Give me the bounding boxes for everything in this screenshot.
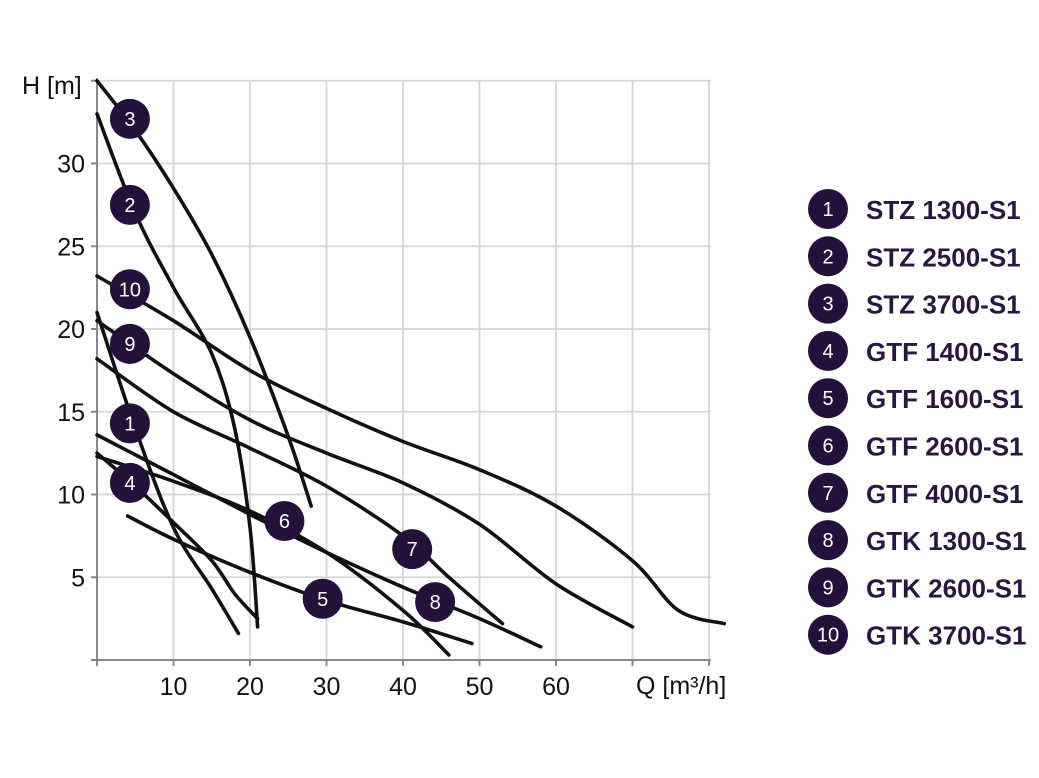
legend-marker [808, 520, 848, 561]
marker-label: 8 [430, 592, 441, 614]
marker-circle [264, 500, 305, 541]
legend-item-3: 3 STZ 3700-S1 [808, 283, 1021, 324]
x-tick-label: 10 [160, 673, 188, 701]
legend-marker [808, 567, 848, 608]
marker-circle [109, 269, 150, 310]
legend-marker [808, 472, 848, 513]
marker-label: 7 [407, 539, 418, 561]
legend-item-6: 6 GTF 2600-S1 [808, 425, 1024, 466]
legend-item-7: 7 GTF 4000-S1 [808, 472, 1024, 513]
curve-marker-3: 3 [109, 98, 150, 139]
x-tick-label: 40 [389, 673, 417, 701]
x-tick-label: 60 [542, 673, 570, 701]
legend-label: GTK 3700-S1 [866, 621, 1026, 651]
y-tick-label: 5 [71, 564, 85, 592]
x-axis-label: Q [m³/h] [636, 672, 726, 700]
marker-circle [109, 98, 150, 139]
curve-9 [95, 318, 635, 629]
y-tick-label: 10 [57, 482, 85, 510]
curve-marker-8: 8 [415, 582, 456, 623]
legend-marker-label: 1 [822, 199, 833, 221]
legend-marker [808, 283, 848, 324]
performance-curves [95, 79, 727, 657]
legend-item-1: 1 STZ 1300-S1 [808, 189, 1021, 229]
grid [97, 79, 711, 660]
curve-5 [125, 514, 474, 646]
legend-item-4: 4 GTF 1400-S1 [808, 330, 1024, 371]
curve-7 [95, 357, 505, 626]
legend-item-2: 2 STZ 2500-S1 [808, 236, 1021, 277]
marker-label: 4 [124, 473, 135, 495]
curve-10 [95, 274, 727, 626]
legend-marker-label: 9 [822, 577, 833, 599]
curve-marker-2: 2 [109, 184, 150, 225]
legend-marker [808, 378, 848, 419]
x-tick-label: 30 [313, 673, 341, 701]
curve-marker-6: 6 [264, 500, 305, 541]
curve-marker-4: 4 [109, 462, 150, 503]
marker-label: 9 [124, 334, 135, 356]
marker-circle [109, 462, 150, 503]
legend-marker [808, 614, 848, 655]
curve-marker-7: 7 [392, 529, 433, 570]
marker-circle [415, 582, 456, 623]
curve-markers: 1 2 3 4 5 6 7 8 9 10 [109, 98, 456, 623]
marker-circle [109, 184, 150, 225]
legend-marker-label: 6 [822, 436, 833, 458]
legend-label: GTF 1600-S1 [866, 384, 1024, 414]
legend-marker-label: 4 [822, 341, 833, 363]
marker-label: 1 [124, 413, 135, 435]
legend-marker [808, 236, 848, 277]
marker-label: 2 [124, 195, 135, 217]
curve-8 [95, 433, 543, 649]
x-tick-label: 50 [466, 673, 494, 701]
axes [91, 78, 711, 666]
x-tick-label: 20 [236, 673, 264, 701]
marker-label: 5 [317, 589, 328, 611]
legend-label: GTF 4000-S1 [866, 479, 1024, 509]
y-tick-label: 30 [57, 151, 85, 179]
legend-marker [808, 425, 848, 466]
legend-marker-label: 7 [822, 483, 833, 505]
legend-label: STZ 1300-S1 [866, 195, 1021, 225]
marker-circle [109, 323, 150, 364]
marker-label: 3 [124, 109, 135, 131]
legend: 1 STZ 1300-S1 2 STZ 2500-S1 3 STZ 3700-S1 4 GTF… [808, 189, 1026, 655]
legend-marker-label: 3 [822, 294, 833, 316]
legend-item-10: 10 GTK 3700-S1 [808, 614, 1026, 655]
marker-label: 6 [279, 511, 290, 533]
legend-label: GTF 2600-S1 [866, 432, 1024, 462]
legend-marker-label: 5 [822, 388, 833, 410]
legend-label: STZ 3700-S1 [866, 290, 1021, 320]
marker-circle [392, 529, 433, 570]
marker-label: 10 [119, 279, 141, 301]
y-axis-label: H [m] [22, 72, 82, 100]
legend-label: GTK 2600-S1 [866, 573, 1026, 603]
legend-label: GTK 1300-S1 [866, 526, 1026, 556]
legend-marker-label: 2 [822, 246, 833, 268]
legend-label: STZ 2500-S1 [866, 242, 1021, 272]
marker-circle [109, 403, 150, 444]
legend-label: GTF 1400-S1 [866, 337, 1024, 367]
y-tick-label: 25 [57, 233, 85, 261]
curve-marker-10: 10 [109, 269, 150, 310]
legend-item-8: 8 GTK 1300-S1 [808, 520, 1026, 561]
legend-marker-label: 10 [817, 625, 839, 647]
y-tick-label: 15 [57, 399, 85, 427]
legend-item-5: 5 GTF 1600-S1 [808, 378, 1024, 419]
y-tick-label: 20 [57, 316, 85, 344]
curve-marker-5: 5 [302, 578, 343, 619]
legend-marker [808, 330, 848, 371]
marker-circle [302, 578, 343, 619]
legend-marker [808, 189, 848, 229]
curve-marker-1: 1 [109, 403, 150, 444]
legend-marker-label: 8 [822, 530, 833, 552]
curve-marker-9: 9 [109, 323, 150, 364]
legend-item-9: 9 GTK 2600-S1 [808, 567, 1026, 608]
